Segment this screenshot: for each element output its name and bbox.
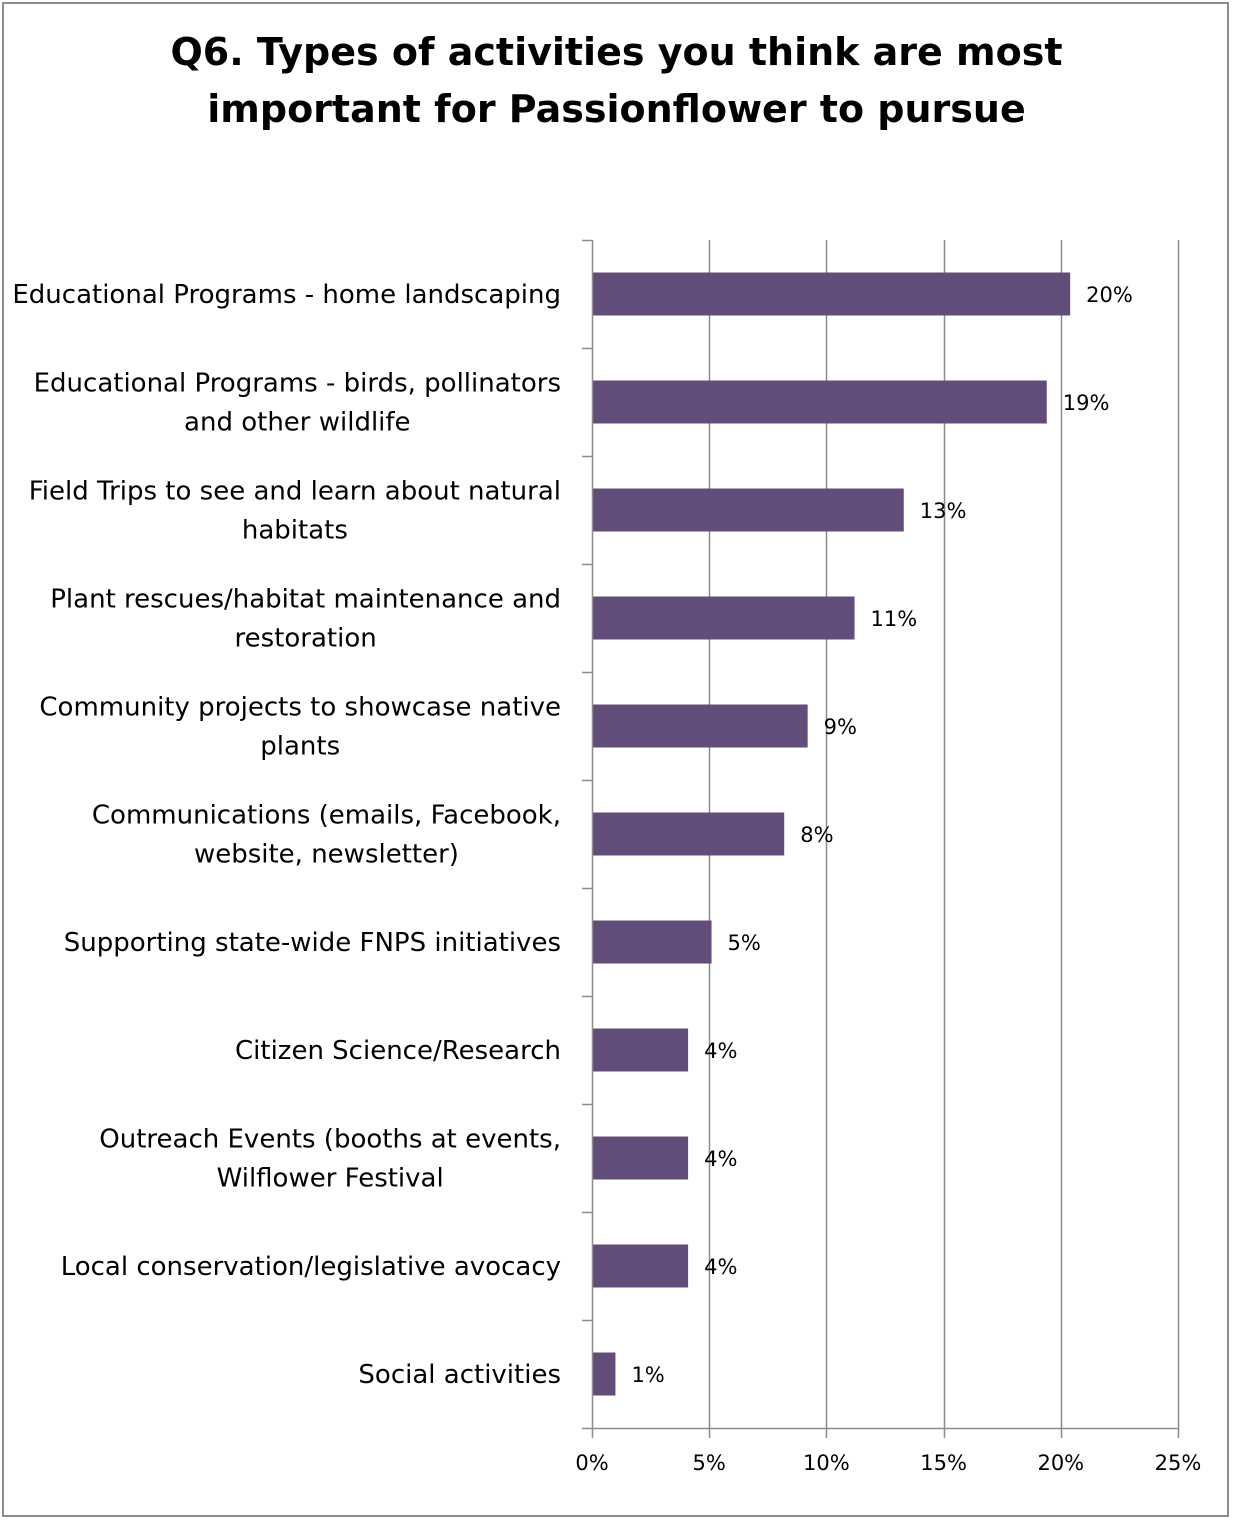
category-label-8-line-0: Outreach Events (booths at events, <box>99 1125 561 1155</box>
category-label-6-line-0: Supporting state-wide FNPS initiatives <box>64 928 561 958</box>
category-label-5-line-0: Communications (emails, Facebook, <box>92 801 561 831</box>
x-tick-label-15: 15% <box>920 1451 967 1475</box>
category-label-1-line-1: and other wildlife <box>184 408 411 438</box>
chart-title: Q6. Types of activities you think are mo… <box>0 24 1233 138</box>
bar-6 <box>592 920 712 964</box>
category-label-5-line-1: website, newsletter) <box>194 840 459 870</box>
x-tick-label-10: 10% <box>803 1451 850 1475</box>
labels: 0% 5% 10% 15% 20% 25% Educational Programs - h… <box>12 280 1201 1475</box>
category-label-2: Field Trips to see and learn about natur… <box>29 477 561 546</box>
bar-10 <box>592 1352 616 1396</box>
value-label-9: 4% <box>704 1255 737 1279</box>
x-tick-label-20: 20% <box>1037 1451 1084 1475</box>
bar-8 <box>592 1136 689 1180</box>
category-label-10-line-0: Social activities <box>358 1360 561 1390</box>
category-label-9: Local conservation/legislative avocacy <box>61 1252 561 1282</box>
category-label-0-line-0: Educational Programs - home landscaping <box>12 280 561 310</box>
category-label-10: Social activities <box>358 1360 561 1390</box>
category-label-5: Communications (emails, Facebook, website… <box>92 801 561 870</box>
category-label-1: Educational Programs - birds, pollinator… <box>34 369 561 438</box>
category-label-7: Citizen Science/Research <box>235 1036 561 1066</box>
bar-3 <box>592 596 855 640</box>
value-label-0: 20% <box>1086 283 1133 307</box>
value-label-2: 13% <box>920 499 967 523</box>
category-label-6: Supporting state-wide FNPS initiatives <box>64 928 561 958</box>
category-label-8-line-1: Wilflower Festival <box>217 1164 444 1194</box>
value-label-1: 19% <box>1063 391 1110 415</box>
value-label-10: 1% <box>631 1363 664 1387</box>
bars <box>592 272 1071 1396</box>
category-label-2-line-1: habitats <box>242 516 348 546</box>
category-label-1-line-0: Educational Programs - birds, pollinator… <box>34 369 561 399</box>
grid-lines <box>708 240 1180 1428</box>
bar-1 <box>592 380 1047 424</box>
category-label-8: Outreach Events (booths at events, Wilflo… <box>99 1125 561 1194</box>
bar-0 <box>592 272 1071 316</box>
category-label-4: Community projects to showcase native pla… <box>39 693 561 762</box>
x-tick-label-0: 0% <box>575 1451 608 1475</box>
bar-9 <box>592 1244 689 1288</box>
value-label-3: 11% <box>871 607 918 631</box>
category-label-0: Educational Programs - home landscaping <box>12 280 561 310</box>
bar-5 <box>592 812 785 856</box>
x-tick-label-25: 25% <box>1155 1451 1202 1475</box>
category-label-9-line-0: Local conservation/legislative avocacy <box>61 1252 561 1282</box>
chart-title-line-1: Q6. Types of activities you think are mo… <box>170 30 1063 74</box>
x-tick-label-5: 5% <box>693 1451 726 1475</box>
category-label-4-line-1: plants <box>260 732 340 762</box>
value-label-5: 8% <box>800 823 833 847</box>
chart-title-line-2: important for Passionflower to pursue <box>207 87 1026 131</box>
value-label-8: 4% <box>704 1147 737 1171</box>
category-label-3-line-0: Plant rescues/habitat maintenance and <box>50 585 561 615</box>
bar-7 <box>592 1028 689 1072</box>
bar-4 <box>592 704 808 748</box>
bar-2 <box>592 488 904 532</box>
category-label-7-line-0: Citizen Science/Research <box>235 1036 561 1066</box>
category-label-2-line-0: Field Trips to see and learn about natur… <box>29 477 561 507</box>
axes <box>582 239 1180 1438</box>
value-label-7: 4% <box>704 1039 737 1063</box>
category-label-4-line-0: Community projects to showcase native <box>39 693 561 723</box>
value-label-6: 5% <box>728 931 761 955</box>
value-label-4: 9% <box>824 715 857 739</box>
category-label-3-line-1: restoration <box>235 624 377 654</box>
category-label-3: Plant rescues/habitat maintenance and res… <box>50 585 561 654</box>
